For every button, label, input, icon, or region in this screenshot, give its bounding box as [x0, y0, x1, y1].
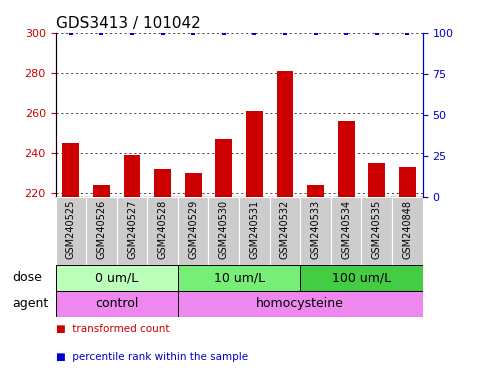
Bar [338, 121, 355, 197]
Text: GSM240534: GSM240534 [341, 200, 351, 259]
Text: ■  percentile rank within the sample: ■ percentile rank within the sample [56, 352, 248, 362]
Text: homocysteine: homocysteine [256, 297, 344, 310]
Bar [56, 197, 86, 265]
Bar [117, 197, 147, 265]
Text: GSM240530: GSM240530 [219, 200, 229, 259]
Bar [56, 265, 178, 291]
Text: GSM240527: GSM240527 [127, 200, 137, 260]
Text: GSM240529: GSM240529 [188, 200, 198, 259]
Text: 0 um/L: 0 um/L [95, 271, 138, 284]
Bar [277, 71, 293, 197]
Bar [178, 197, 209, 265]
Text: GDS3413 / 101042: GDS3413 / 101042 [56, 17, 200, 31]
Bar [307, 185, 324, 197]
Text: GSM240533: GSM240533 [311, 200, 321, 259]
Bar [399, 167, 416, 197]
Bar [215, 139, 232, 197]
Text: ■  transformed count: ■ transformed count [56, 324, 169, 334]
Bar [239, 197, 270, 265]
Bar [86, 197, 117, 265]
Bar [369, 163, 385, 197]
Bar [300, 265, 423, 291]
Bar [154, 169, 171, 197]
Text: GSM240526: GSM240526 [97, 200, 106, 259]
Bar [178, 291, 423, 317]
Bar [56, 291, 178, 317]
Bar [392, 197, 423, 265]
Bar [209, 197, 239, 265]
Bar [62, 143, 79, 197]
Text: agent: agent [13, 297, 49, 310]
Text: GSM240848: GSM240848 [402, 200, 412, 259]
Bar [178, 265, 300, 291]
Bar [93, 185, 110, 197]
Text: 10 um/L: 10 um/L [213, 271, 265, 284]
Text: GSM240532: GSM240532 [280, 200, 290, 259]
Bar [185, 173, 201, 197]
Text: 100 um/L: 100 um/L [332, 271, 391, 284]
Bar [361, 197, 392, 265]
Text: GSM240528: GSM240528 [157, 200, 168, 259]
Text: GSM240531: GSM240531 [249, 200, 259, 259]
Text: GSM240525: GSM240525 [66, 200, 76, 260]
Bar [246, 111, 263, 197]
Bar [331, 197, 361, 265]
Bar [270, 197, 300, 265]
Bar [124, 155, 141, 197]
Bar [300, 197, 331, 265]
Text: dose: dose [13, 271, 43, 284]
Text: GSM240535: GSM240535 [372, 200, 382, 259]
Bar [147, 197, 178, 265]
Text: control: control [95, 297, 139, 310]
